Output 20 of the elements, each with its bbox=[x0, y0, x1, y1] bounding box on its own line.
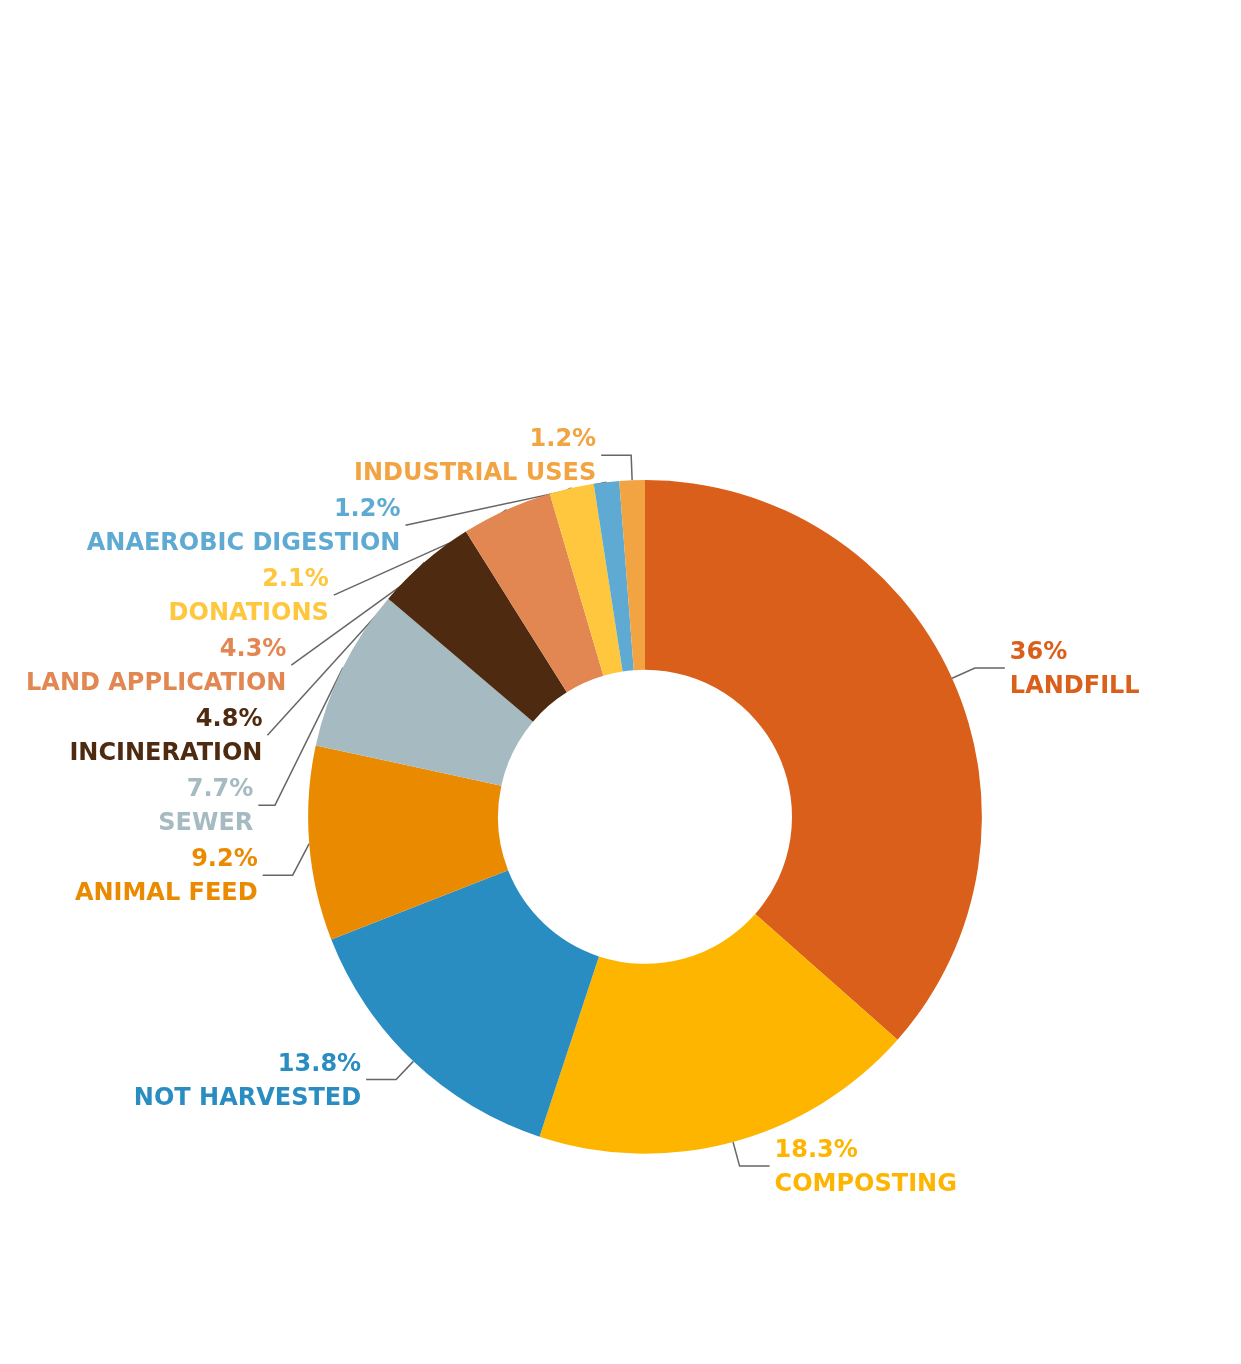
slice-label: LANDFILL bbox=[1009, 671, 1140, 699]
data-label: 18.3% bbox=[774, 1135, 858, 1164]
data-label: 1.2% bbox=[333, 494, 401, 523]
slice-label: ANIMAL FEED bbox=[74, 878, 258, 907]
data-label: 9.2% bbox=[191, 844, 258, 873]
data-label: 1.2% bbox=[529, 424, 597, 453]
slice-label: INCINERATION bbox=[69, 738, 263, 767]
slice-label: LAND APPLICATION bbox=[26, 668, 287, 697]
slice-label: ANAEROBIC DIGESTION bbox=[86, 528, 401, 557]
slice-label: NOT HARVESTED bbox=[133, 1082, 362, 1111]
slice-label: INDUSTRIAL USES bbox=[354, 458, 597, 487]
data-label: 2.1% bbox=[262, 564, 329, 593]
data-label: 4.8% bbox=[195, 704, 263, 733]
data-label: 7.7% bbox=[186, 774, 254, 803]
slice-label: COMPOSTING bbox=[774, 1169, 957, 1198]
data-label: 36% bbox=[1009, 637, 1068, 665]
data-label: 13.8% bbox=[277, 1048, 362, 1077]
slice-label: DONATIONS bbox=[168, 598, 329, 627]
slice-label: SEWER bbox=[158, 808, 254, 837]
data-label: 4.3% bbox=[219, 634, 287, 663]
